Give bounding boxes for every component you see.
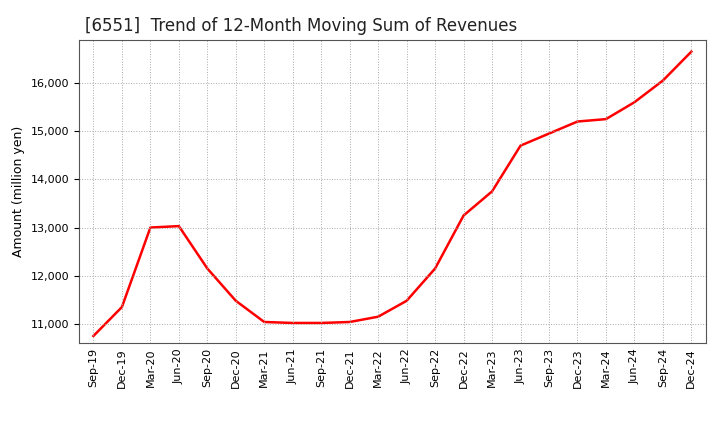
Y-axis label: Amount (million yen): Amount (million yen): [12, 126, 25, 257]
Text: [6551]  Trend of 12-Month Moving Sum of Revenues: [6551] Trend of 12-Month Moving Sum of R…: [86, 17, 518, 35]
